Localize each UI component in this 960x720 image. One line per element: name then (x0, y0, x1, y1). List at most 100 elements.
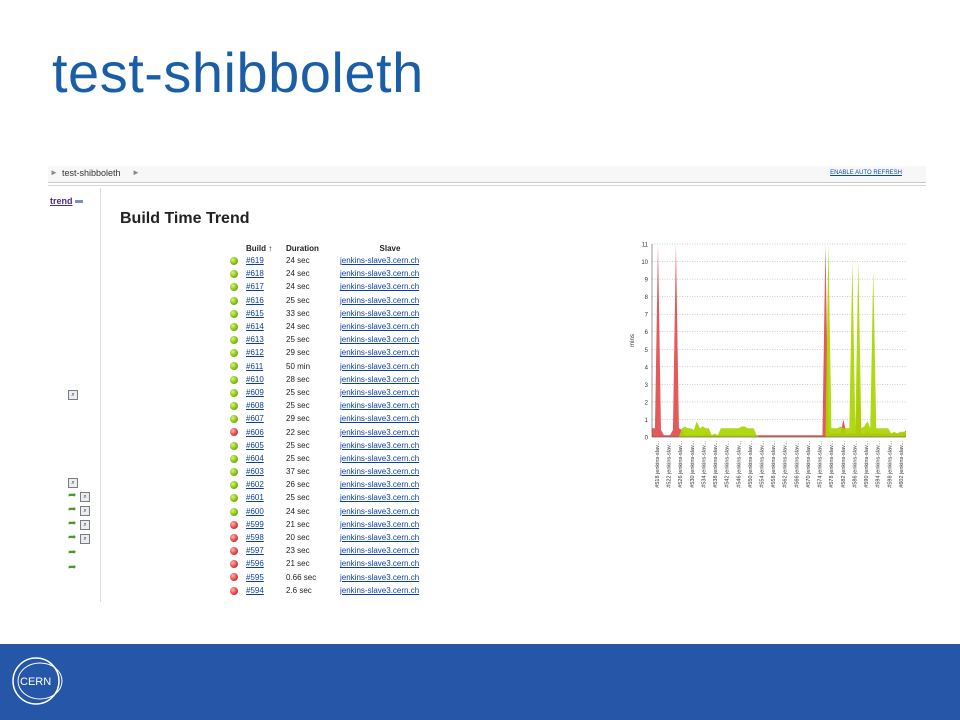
slave-link[interactable]: jenkins-slave3.cern.ch (340, 308, 420, 318)
build-cell: #596 (246, 557, 286, 570)
zoom-icon[interactable]: ⌕ (80, 520, 90, 530)
status-ball-icon (230, 560, 238, 569)
slave-link[interactable]: jenkins-slave3.cern.ch (340, 427, 420, 437)
slave-link[interactable]: jenkins-slave3.cern.ch (340, 387, 420, 397)
slave-link[interactable]: jenkins-slave3.cern.ch (340, 401, 420, 411)
build-link[interactable]: #613 (246, 335, 264, 345)
build-link[interactable]: #601 (246, 493, 264, 503)
slave-link[interactable]: jenkins-slave3.cern.ch (340, 533, 420, 543)
duration-cell: 24 sec (286, 282, 310, 292)
build-cell: #603 (246, 465, 286, 478)
slave-link[interactable]: jenkins-slave3.cern.ch (340, 519, 420, 529)
status-cell (230, 399, 246, 412)
build-link[interactable]: #602 (246, 480, 264, 490)
slave-link[interactable]: jenkins-slave3.cern.ch (340, 282, 420, 292)
build-cell: #594 (246, 584, 286, 597)
build-link[interactable]: #604 (246, 453, 264, 463)
build-link[interactable]: #616 (246, 295, 264, 305)
build-link[interactable]: #612 (246, 348, 264, 358)
slave-link[interactable]: jenkins-slave3.cern.ch (340, 361, 420, 371)
status-cell (230, 386, 246, 399)
build-link[interactable]: #596 (246, 559, 264, 569)
build-link[interactable]: #619 (246, 256, 264, 266)
build-header[interactable]: Build ↑ (246, 242, 286, 254)
x-tick-label: #518 jenkins-slav... (655, 441, 661, 488)
rebuild-arrow-icon[interactable]: ➦ (68, 562, 77, 573)
build-cell: #611 (246, 360, 286, 373)
cern-logo-text: CERN (20, 676, 51, 688)
slave-link[interactable]: jenkins-slave3.cern.ch (340, 493, 420, 503)
slave-link[interactable]: jenkins-slave3.cern.ch (340, 269, 420, 279)
slave-link[interactable]: jenkins-slave3.cern.ch (340, 295, 420, 305)
rebuild-arrow-icon[interactable]: ➦ (68, 490, 77, 501)
build-link[interactable]: #603 (246, 467, 264, 477)
duration-header[interactable]: Duration (286, 243, 319, 253)
zoom-icon[interactable]: ⌕ (80, 492, 90, 502)
build-link[interactable]: #595 (246, 572, 264, 582)
slave-link[interactable]: jenkins-slave3.cern.ch (340, 322, 420, 332)
build-link[interactable]: #618 (246, 269, 264, 279)
build-time-chart-svg: 0 1 2 3 4 5 6 7 8 9 10 11 mins #518 jenkins-slav... #5… (630, 243, 954, 488)
slave-link[interactable]: jenkins-slave3.cern.ch (340, 414, 420, 424)
collapse-icon[interactable] (75, 200, 83, 203)
duration-cell: 21 sec (286, 559, 310, 569)
build-cell: #612 (246, 346, 286, 359)
sidebar: trend ⌕ ⌕ ➦ ⌕ ➦ ⌕ ➦ ⌕ ➦ ⌕ ➦ ➦ (48, 188, 101, 602)
slave-link[interactable]: jenkins-slave3.cern.ch (340, 585, 420, 595)
status-cell (230, 373, 246, 386)
slave-link[interactable]: jenkins-slave3.cern.ch (340, 506, 420, 516)
slave-link[interactable]: jenkins-slave3.cern.ch (340, 374, 420, 384)
build-link[interactable]: #599 (246, 519, 264, 529)
rebuild-arrow-icon[interactable]: ➦ (68, 532, 77, 543)
slave-link[interactable]: jenkins-slave3.cern.ch (340, 348, 420, 358)
slave-link[interactable]: jenkins-slave3.cern.ch (340, 572, 420, 582)
build-link[interactable]: #608 (246, 401, 264, 411)
build-link[interactable]: #605 (246, 440, 264, 450)
build-time-chart: 0 1 2 3 4 5 6 7 8 9 10 11 mins #518 jenkins-slav... #5… (576, 238, 954, 513)
slave-link[interactable]: jenkins-slave3.cern.ch (340, 335, 420, 345)
enable-auto-refresh-link[interactable]: ENABLE AUTO REFRESH (830, 170, 902, 176)
build-link[interactable]: #611 (246, 361, 264, 371)
build-link[interactable]: #609 (246, 387, 264, 397)
slave-cell: jenkins-slave3.cern.ch (340, 439, 444, 452)
slave-cell: jenkins-slave3.cern.ch (340, 491, 444, 504)
build-link[interactable]: #607 (246, 414, 264, 424)
rebuild-arrow-icon[interactable]: ➦ (68, 518, 77, 529)
slave-link[interactable]: jenkins-slave3.cern.ch (340, 559, 420, 569)
table-row: #611 50 min jenkins-slave3.cern.ch (230, 360, 444, 373)
status-ball-icon (230, 309, 238, 318)
slave-link[interactable]: jenkins-slave3.cern.ch (340, 440, 420, 450)
slave-link[interactable]: jenkins-slave3.cern.ch (340, 256, 420, 266)
slave-link[interactable]: jenkins-slave3.cern.ch (340, 453, 420, 463)
build-link[interactable]: #617 (246, 282, 264, 292)
build-link[interactable]: #600 (246, 506, 264, 516)
x-tick-label: #590 jenkins-slav... (864, 441, 870, 488)
build-link[interactable]: #614 (246, 322, 264, 332)
rebuild-arrow-icon[interactable]: ➦ (68, 504, 77, 515)
slave-link[interactable]: jenkins-slave3.cern.ch (340, 546, 420, 556)
zoom-icon[interactable]: ⌕ (68, 478, 78, 488)
success-series-area (652, 244, 954, 437)
build-link[interactable]: #598 (246, 533, 264, 543)
build-link[interactable]: #606 (246, 427, 264, 437)
zoom-icon[interactable]: ⌕ (68, 390, 78, 400)
duration-cell: 29 sec (286, 414, 310, 424)
divider (48, 185, 926, 186)
build-link[interactable]: #615 (246, 308, 264, 318)
rebuild-arrow-icon[interactable]: ➦ (68, 547, 77, 558)
slave-link[interactable]: jenkins-slave3.cern.ch (340, 480, 420, 490)
slave-link[interactable]: jenkins-slave3.cern.ch (340, 467, 420, 477)
zoom-icon[interactable]: ⌕ (80, 506, 90, 516)
build-link[interactable]: #594 (246, 585, 264, 595)
slave-header[interactable]: Slave (379, 243, 401, 253)
build-link[interactable]: #610 (246, 374, 264, 384)
build-link[interactable]: #597 (246, 546, 264, 556)
sort-arrow-icon[interactable]: ↑ (268, 243, 273, 253)
trend-link[interactable]: trend (50, 196, 73, 206)
status-cell (230, 412, 246, 425)
x-tick-label: #582 jenkins-slav... (841, 441, 847, 488)
build-cell: #606 (246, 425, 286, 438)
zoom-icon[interactable]: ⌕ (80, 534, 90, 544)
breadcrumb-item[interactable]: test-shibboleth (62, 168, 121, 178)
status-ball-icon (230, 402, 238, 411)
